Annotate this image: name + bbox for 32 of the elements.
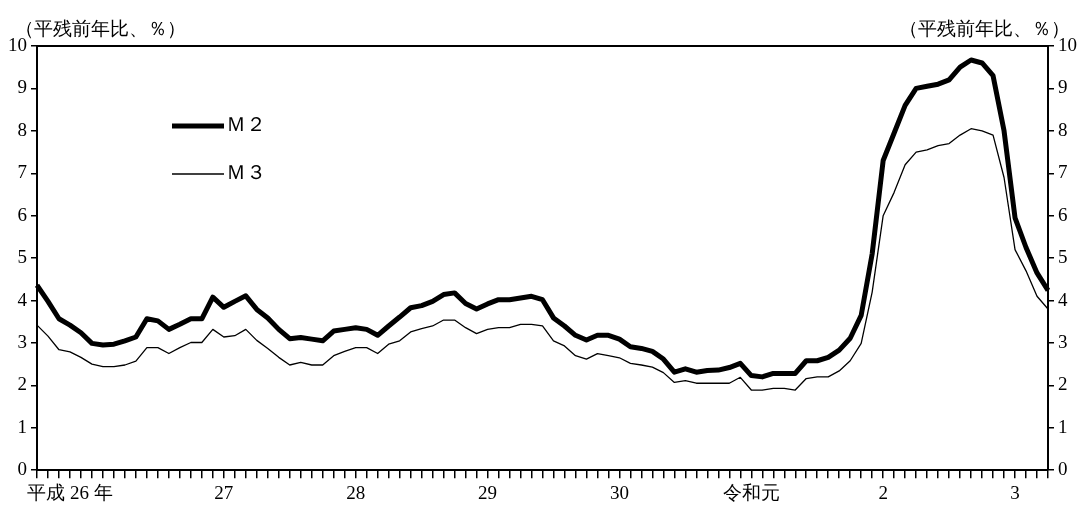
x-tick-label: 30	[609, 481, 629, 503]
y2-tick-label: 8	[1058, 118, 1068, 140]
legend-label: Ｍ２	[226, 113, 266, 136]
x-tick-label: 3	[1010, 481, 1020, 503]
y-tick-label: 2	[17, 373, 27, 395]
y2-tick-label: 3	[1058, 330, 1068, 352]
y-tick-label: 5	[17, 246, 27, 268]
y-tick-label: 0	[17, 458, 27, 480]
y2-tick-label: 7	[1058, 161, 1068, 183]
x-tick-label: 29	[478, 481, 498, 503]
y2-tick-label: 5	[1058, 246, 1068, 268]
y-tick-label: 4	[17, 288, 28, 310]
y-tick-label: 9	[17, 76, 27, 98]
x-tick-label: 平成 26 年	[27, 481, 113, 503]
y2-tick-label: 4	[1058, 288, 1068, 310]
y-tick-label: 3	[17, 330, 27, 352]
y2-tick-label: 6	[1058, 203, 1068, 225]
y2-tick-label: 0	[1058, 458, 1068, 480]
y-tick-label: 8	[17, 118, 27, 140]
y-tick-label: 1	[17, 415, 27, 437]
x-tick-label: 2	[878, 481, 888, 503]
y2-tick-label: 2	[1058, 373, 1068, 395]
x-tick-label: 令和元	[722, 481, 780, 503]
x-tick-label: 28	[346, 481, 366, 503]
y-tick-label: 7	[17, 161, 27, 183]
x-tick-label: 27	[214, 481, 234, 503]
y2-tick-label: 10	[1058, 33, 1077, 55]
y-tick-label: 10	[8, 33, 27, 55]
legend-label: Ｍ３	[226, 161, 266, 184]
y2-tick-label: 1	[1058, 415, 1068, 437]
y2-tick-label: 9	[1058, 76, 1068, 98]
y-tick-label: 6	[17, 203, 27, 225]
